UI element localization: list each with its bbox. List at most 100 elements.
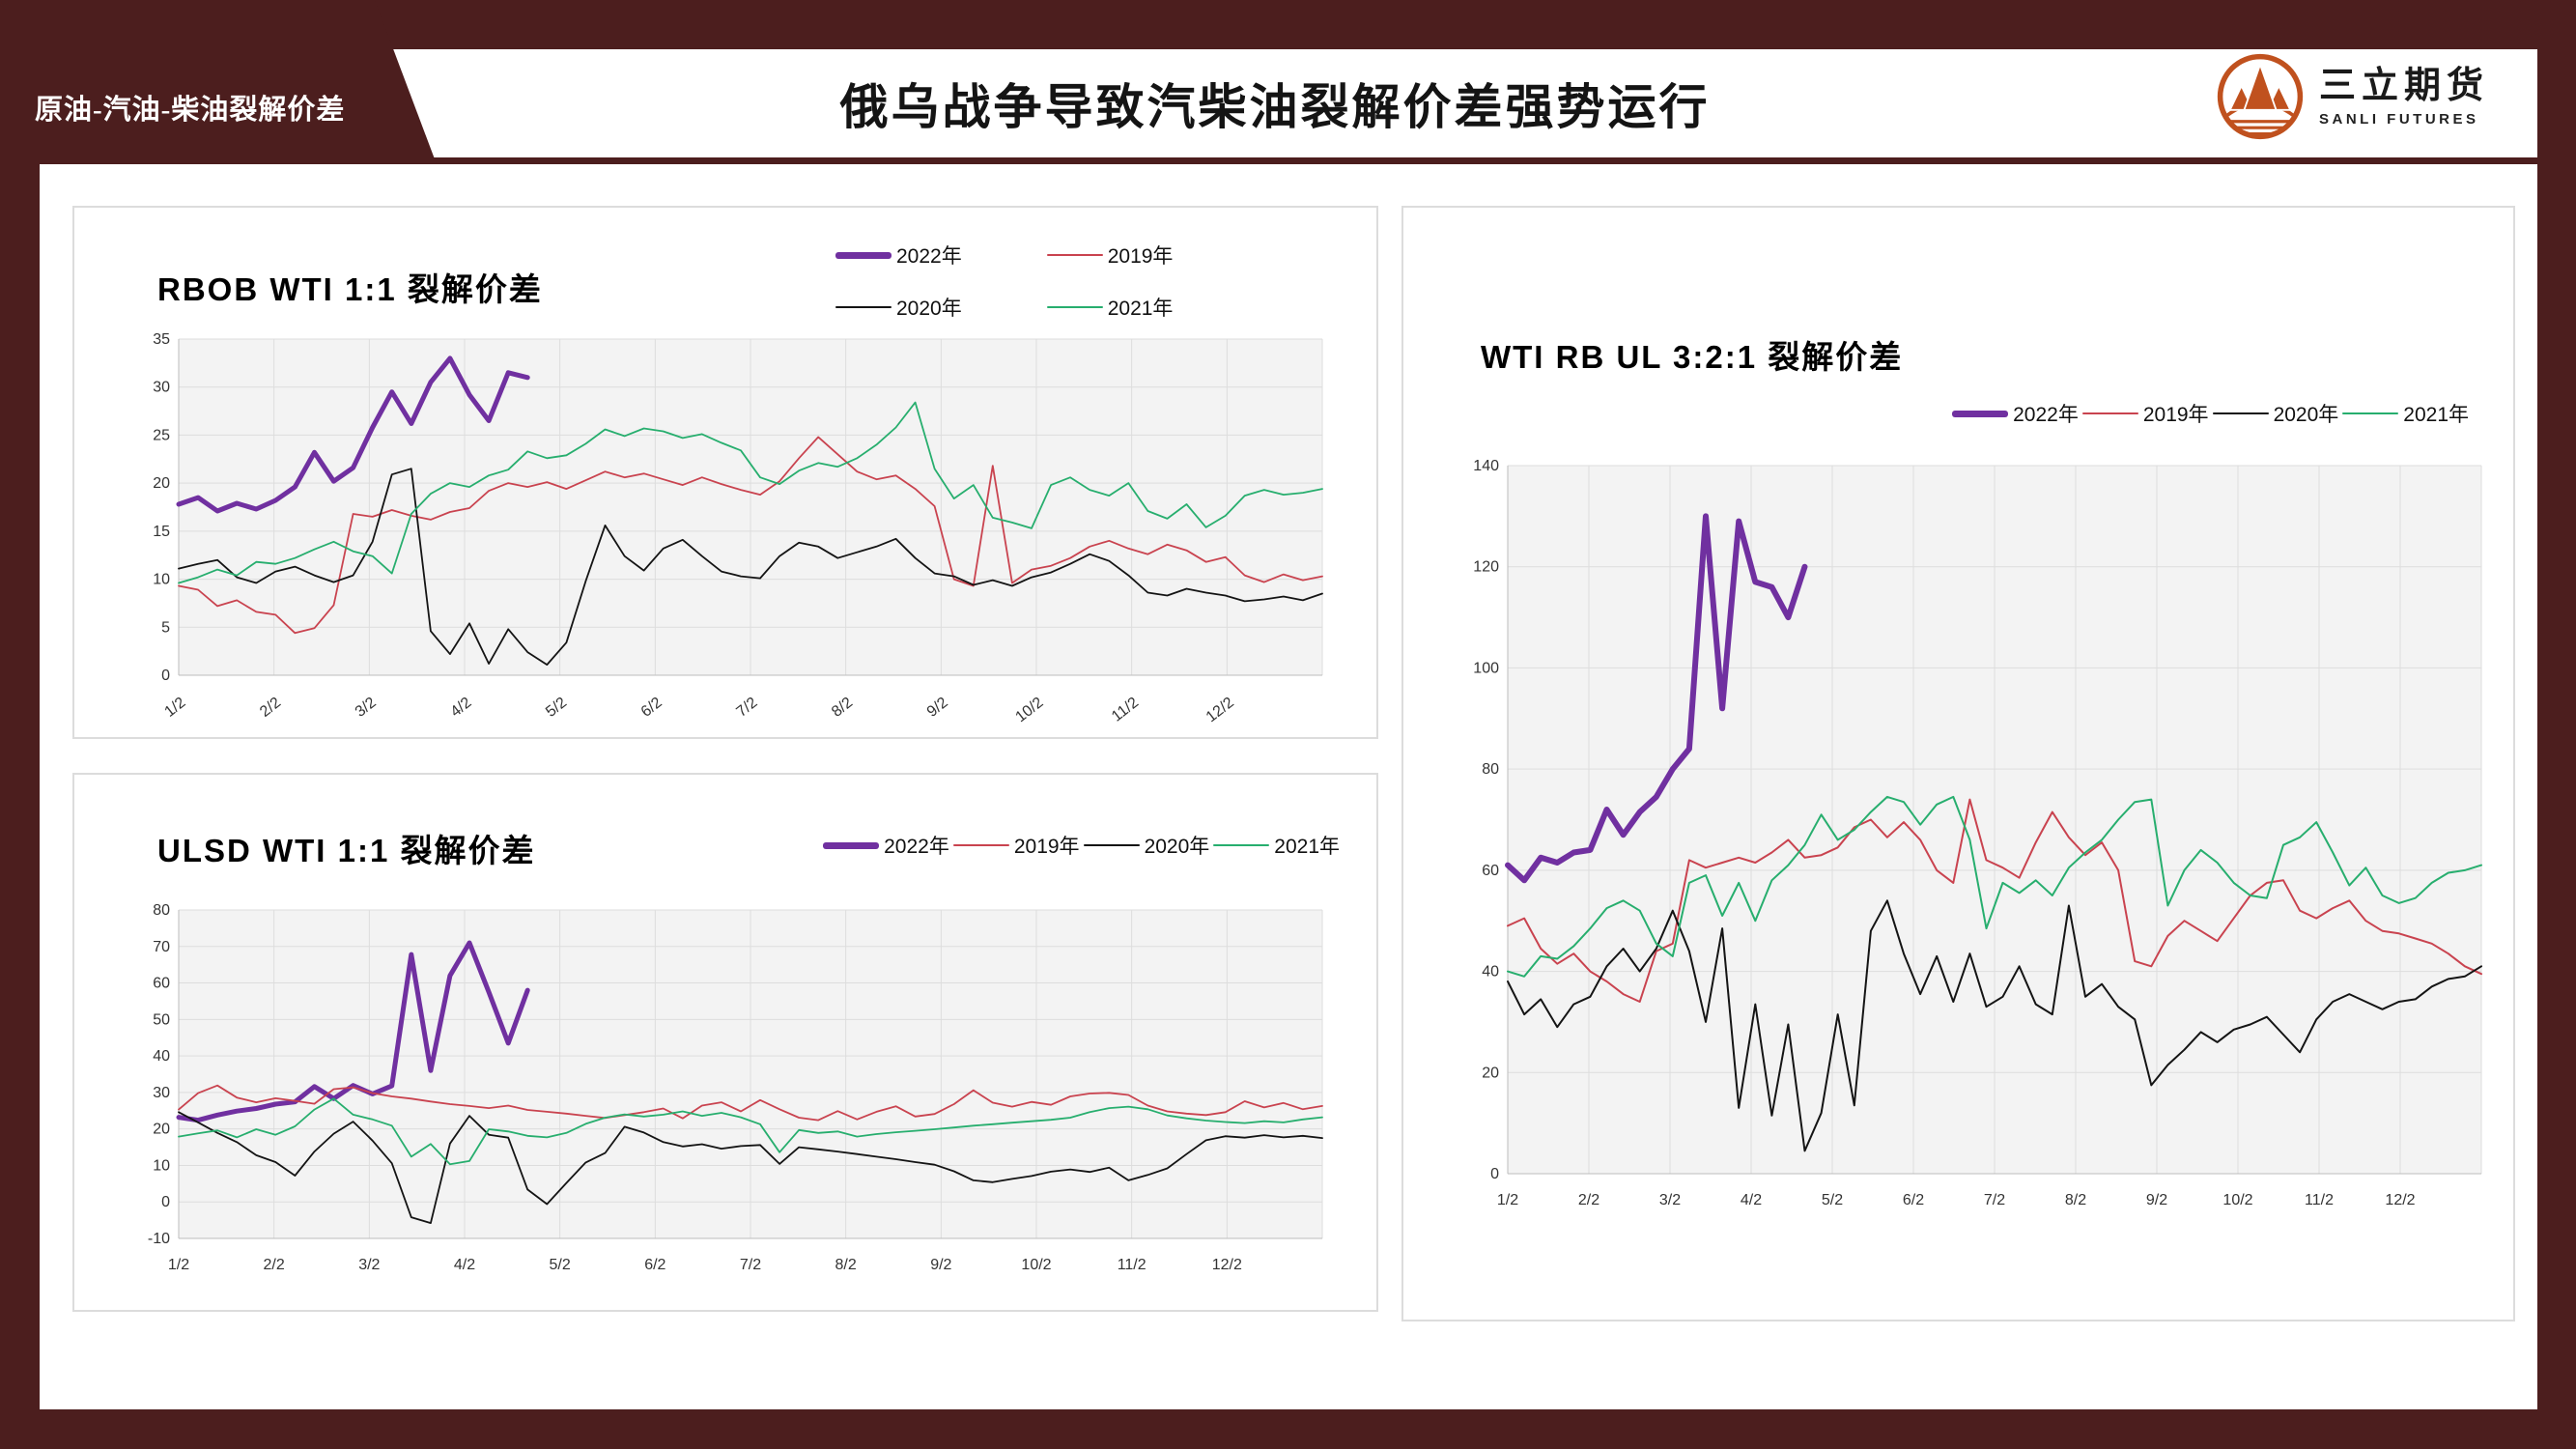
svg-text:10: 10 <box>153 572 170 588</box>
legend-swatch <box>1213 843 1270 847</box>
legend-item: 2021年 <box>1213 831 1340 860</box>
svg-text:12/2: 12/2 <box>1212 1257 1242 1273</box>
svg-text:20: 20 <box>153 1122 170 1138</box>
svg-text:7/2: 7/2 <box>740 1257 761 1273</box>
svg-text:30: 30 <box>153 380 170 396</box>
legend-swatch <box>1952 410 2009 417</box>
svg-text:11/2: 11/2 <box>2305 1192 2334 1208</box>
svg-text:7/2: 7/2 <box>1984 1192 2005 1208</box>
legend-item: 2022年 <box>835 241 962 270</box>
legend-swatch <box>2212 412 2269 415</box>
svg-text:9/2: 9/2 <box>2146 1192 2167 1208</box>
svg-text:20: 20 <box>1482 1065 1499 1081</box>
chart-panel-rbob: RBOB WTI 1:1 裂解价差 2022年 2019年 2020年 2021年 0… <box>72 206 1378 739</box>
legend-rbob: 2022年 2019年 2020年 2021年 <box>835 241 1173 322</box>
legend-label: 2019年 <box>1013 836 1080 858</box>
frame-top-band <box>0 0 2576 49</box>
svg-text:15: 15 <box>153 524 170 540</box>
legend-321: 2022年 2019年 2020年 2021年 <box>1952 399 2469 428</box>
legend-swatch <box>952 843 1009 847</box>
svg-text:11/2: 11/2 <box>1109 695 1142 725</box>
svg-text:35: 35 <box>153 331 170 348</box>
header-tag-block: 原油-汽油-柴油裂解价差 <box>0 0 437 164</box>
svg-text:5/2: 5/2 <box>1822 1192 1843 1208</box>
svg-text:60: 60 <box>1482 863 1499 879</box>
legend-item: 2022年 <box>1952 399 2079 428</box>
legend-swatch <box>1046 305 1103 309</box>
svg-text:12/2: 12/2 <box>1203 695 1237 726</box>
legend-swatch <box>1083 843 1140 847</box>
legend-label: 2020年 <box>2273 404 2339 426</box>
svg-text:25: 25 <box>153 427 170 443</box>
svg-text:10: 10 <box>153 1157 170 1174</box>
legend-item: 2020年 <box>835 293 962 322</box>
svg-text:6/2: 6/2 <box>644 1257 665 1273</box>
svg-text:6/2: 6/2 <box>638 695 665 721</box>
svg-text:5/2: 5/2 <box>550 1257 571 1273</box>
frame-left-strip <box>0 157 40 1449</box>
svg-text:5: 5 <box>161 619 170 636</box>
plot-rbob: 0 5 10 15 20 25 30 35 1/2 2/2 3/2 4/2 5/2 6/2 7/2 8/2 9/… <box>153 331 1323 726</box>
legend-label: 2022年 <box>884 836 949 858</box>
svg-text:0: 0 <box>1490 1166 1499 1182</box>
svg-text:10/2: 10/2 <box>1012 695 1046 726</box>
frame-bottom-band <box>0 1409 2576 1449</box>
svg-text:8/2: 8/2 <box>835 1257 857 1273</box>
svg-text:40: 40 <box>153 1048 170 1065</box>
header-tag-label: 原油-汽油-柴油裂解价差 <box>35 95 346 126</box>
svg-text:-10: -10 <box>148 1231 170 1247</box>
legend-label: 2020年 <box>896 298 962 320</box>
chart-title-rbob: RBOB WTI 1:1 裂解价差 <box>157 271 543 307</box>
svg-text:3/2: 3/2 <box>353 695 380 721</box>
svg-text:80: 80 <box>1482 761 1499 778</box>
svg-text:20: 20 <box>153 475 170 492</box>
plot-321: 0 20 40 60 80 100 120 140 1/2 2/2 3/2 4/2 5/2 6/2 7/2 8… <box>1473 458 2482 1208</box>
legend-item: 2020年 <box>1083 831 1210 860</box>
legend-swatch <box>835 305 892 309</box>
svg-text:10/2: 10/2 <box>2222 1192 2252 1208</box>
chart-panel-321: WTI RB UL 3:2:1 裂解价差 2022年 2019年 2020年 2021… <box>1401 206 2515 1321</box>
legend-item: 2020年 <box>2212 399 2339 428</box>
svg-text:40: 40 <box>1482 964 1499 980</box>
svg-text:9/2: 9/2 <box>924 695 951 721</box>
svg-text:11/2: 11/2 <box>1118 1257 1146 1273</box>
svg-text:1/2: 1/2 <box>161 695 188 721</box>
svg-text:30: 30 <box>153 1085 170 1101</box>
svg-text:140: 140 <box>1473 458 1499 474</box>
svg-text:3/2: 3/2 <box>1659 1192 1681 1208</box>
svg-text:50: 50 <box>153 1011 170 1028</box>
svg-text:80: 80 <box>153 902 170 919</box>
legend-label: 2021年 <box>1107 298 1174 320</box>
chart-title-321: WTI RB UL 3:2:1 裂解价差 <box>1481 339 1904 375</box>
chart-title-ulsd: ULSD WTI 1:1 裂解价差 <box>157 833 536 868</box>
legend-label: 2019年 <box>1107 245 1174 268</box>
svg-text:4/2: 4/2 <box>454 1257 475 1273</box>
svg-text:2/2: 2/2 <box>257 695 284 721</box>
svg-text:8/2: 8/2 <box>2065 1192 2086 1208</box>
legend-ulsd: 2022年 2019年 2020年 2021年 <box>823 831 1340 860</box>
legend-item: 2019年 <box>2081 399 2209 428</box>
svg-text:2/2: 2/2 <box>264 1257 285 1273</box>
svg-text:6/2: 6/2 <box>1903 1192 1924 1208</box>
frame-right-strip <box>2537 0 2576 1449</box>
legend-label: 2022年 <box>2013 404 2079 426</box>
svg-text:60: 60 <box>153 976 170 992</box>
sanli-mountain-logo-icon <box>2217 53 2304 140</box>
legend-item: 2021年 <box>1046 293 1174 322</box>
legend-label: 2021年 <box>1274 836 1340 858</box>
svg-text:4/2: 4/2 <box>447 695 474 721</box>
legend-label: 2020年 <box>1144 836 1210 858</box>
chart-panel-ulsd: ULSD WTI 1:1 裂解价差 2022年 2019年 2020年 2021年 -… <box>72 773 1378 1312</box>
svg-text:7/2: 7/2 <box>733 695 760 721</box>
svg-text:3/2: 3/2 <box>358 1257 380 1273</box>
svg-text:5/2: 5/2 <box>543 695 570 721</box>
svg-text:12/2: 12/2 <box>2385 1192 2415 1208</box>
svg-text:2/2: 2/2 <box>1578 1192 1599 1208</box>
legend-swatch <box>823 841 880 849</box>
logo-text: 三立期货 SANLI FUTURES <box>2319 68 2489 127</box>
svg-text:10/2: 10/2 <box>1021 1257 1051 1273</box>
plot-ulsd: -10 0 10 20 30 40 50 60 70 80 1/2 2/2 3/2 4/2 5/2 6/2 7/… <box>148 902 1323 1273</box>
page-title: 俄乌战争导致汽柴油裂解价差强势运行 <box>839 80 1711 134</box>
legend-swatch <box>1046 253 1103 257</box>
